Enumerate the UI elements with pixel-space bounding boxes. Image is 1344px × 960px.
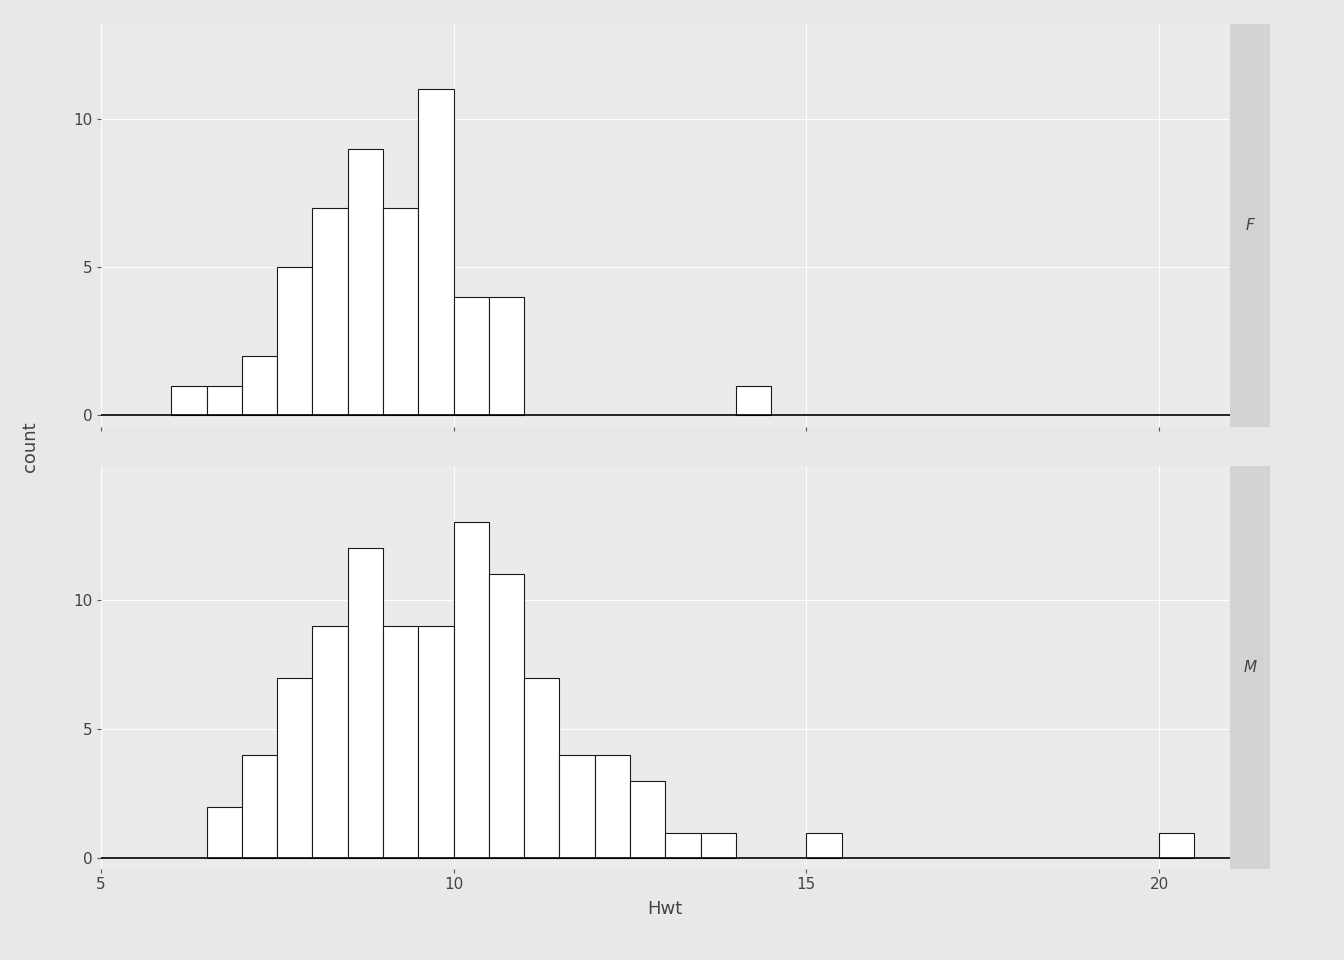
Bar	[207, 806, 242, 858]
Bar	[454, 522, 489, 858]
Bar	[1159, 832, 1195, 858]
Bar	[418, 89, 454, 416]
Bar	[418, 626, 454, 858]
Bar	[348, 149, 383, 416]
Bar	[700, 832, 737, 858]
Bar	[489, 574, 524, 858]
Text: F: F	[1246, 218, 1254, 233]
X-axis label: Hwt: Hwt	[648, 900, 683, 919]
Bar	[559, 756, 594, 858]
Bar	[665, 832, 700, 858]
Bar	[383, 207, 418, 416]
Bar	[242, 356, 277, 416]
Bar	[454, 297, 489, 416]
Text: M: M	[1243, 660, 1257, 675]
Bar	[312, 207, 348, 416]
Bar	[312, 626, 348, 858]
Bar	[207, 386, 242, 416]
Bar	[737, 386, 771, 416]
Bar	[489, 297, 524, 416]
Bar	[277, 678, 312, 858]
Bar	[630, 780, 665, 858]
Bar	[348, 548, 383, 858]
Bar	[277, 267, 312, 416]
Bar	[383, 626, 418, 858]
Bar	[594, 756, 630, 858]
Bar	[242, 756, 277, 858]
Bar	[806, 832, 841, 858]
Bar	[524, 678, 559, 858]
Text: count: count	[20, 421, 39, 471]
Bar	[172, 386, 207, 416]
